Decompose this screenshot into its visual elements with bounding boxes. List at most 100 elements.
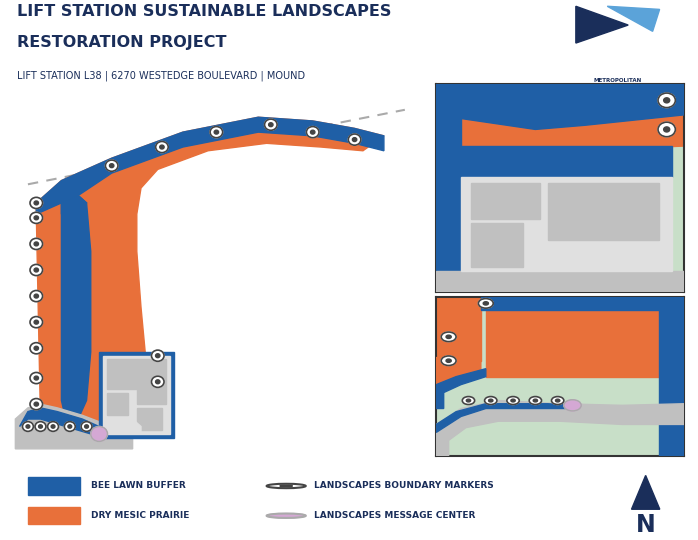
Polygon shape xyxy=(486,297,684,377)
Circle shape xyxy=(64,422,75,431)
Circle shape xyxy=(267,514,306,518)
Polygon shape xyxy=(15,404,133,449)
Circle shape xyxy=(466,399,470,402)
Polygon shape xyxy=(61,195,91,419)
Circle shape xyxy=(34,402,38,406)
Polygon shape xyxy=(576,6,628,43)
Circle shape xyxy=(30,197,43,208)
Circle shape xyxy=(265,119,277,130)
Circle shape xyxy=(306,126,319,138)
Circle shape xyxy=(214,130,218,134)
Circle shape xyxy=(47,422,59,431)
Text: C O U N C I L: C O U N C I L xyxy=(602,91,633,97)
Polygon shape xyxy=(436,146,473,292)
Circle shape xyxy=(441,356,456,366)
Circle shape xyxy=(30,265,43,275)
Polygon shape xyxy=(461,177,671,271)
Circle shape xyxy=(68,425,72,428)
Circle shape xyxy=(280,485,292,487)
Polygon shape xyxy=(107,360,137,389)
Circle shape xyxy=(446,359,451,362)
Polygon shape xyxy=(436,297,481,361)
Polygon shape xyxy=(103,356,170,434)
Polygon shape xyxy=(436,357,481,384)
Circle shape xyxy=(483,302,489,305)
Circle shape xyxy=(91,427,107,441)
Circle shape xyxy=(105,160,118,171)
Polygon shape xyxy=(36,117,384,214)
Circle shape xyxy=(267,484,306,488)
Circle shape xyxy=(30,373,43,383)
Circle shape xyxy=(34,201,38,205)
Circle shape xyxy=(551,396,564,404)
Circle shape xyxy=(658,93,676,107)
Circle shape xyxy=(664,127,669,132)
Polygon shape xyxy=(436,84,684,130)
Circle shape xyxy=(151,376,164,387)
Polygon shape xyxy=(481,297,659,310)
Text: LIFT STATION L38 | 6270 WESTEDGE BOULEVARD | MOUND: LIFT STATION L38 | 6270 WESTEDGE BOULEVA… xyxy=(17,71,306,81)
Circle shape xyxy=(658,122,676,137)
Circle shape xyxy=(30,238,43,249)
Circle shape xyxy=(35,422,46,431)
Circle shape xyxy=(30,316,43,328)
Circle shape xyxy=(34,294,38,298)
Circle shape xyxy=(489,399,493,402)
Circle shape xyxy=(84,425,89,428)
Circle shape xyxy=(110,164,114,167)
Circle shape xyxy=(34,242,38,246)
Polygon shape xyxy=(137,360,166,404)
Circle shape xyxy=(34,346,38,350)
Circle shape xyxy=(311,130,315,134)
Circle shape xyxy=(210,126,223,138)
Circle shape xyxy=(151,350,164,361)
Circle shape xyxy=(81,422,92,431)
Circle shape xyxy=(507,396,519,404)
Circle shape xyxy=(30,212,43,224)
Polygon shape xyxy=(436,401,684,456)
FancyBboxPatch shape xyxy=(28,507,80,524)
Polygon shape xyxy=(36,117,384,437)
Text: DRY MESIC PRAIRIE: DRY MESIC PRAIRIE xyxy=(91,511,189,520)
Circle shape xyxy=(462,396,475,404)
Polygon shape xyxy=(461,146,671,177)
Circle shape xyxy=(34,268,38,272)
FancyBboxPatch shape xyxy=(28,477,80,495)
Polygon shape xyxy=(471,223,523,267)
Polygon shape xyxy=(632,475,660,509)
Text: RESTORATION PROJECT: RESTORATION PROJECT xyxy=(17,35,227,50)
Text: BEE LAWN BUFFER: BEE LAWN BUFFER xyxy=(91,482,186,490)
Polygon shape xyxy=(436,84,461,292)
Circle shape xyxy=(34,376,38,380)
Polygon shape xyxy=(20,408,99,434)
Circle shape xyxy=(446,335,451,339)
Circle shape xyxy=(511,399,515,402)
Circle shape xyxy=(156,141,168,153)
Circle shape xyxy=(30,399,43,410)
Circle shape xyxy=(484,396,497,404)
Polygon shape xyxy=(61,195,87,214)
Circle shape xyxy=(533,399,537,402)
Circle shape xyxy=(160,145,164,149)
Polygon shape xyxy=(107,393,128,415)
Polygon shape xyxy=(436,404,572,433)
Polygon shape xyxy=(436,84,684,157)
Circle shape xyxy=(564,400,581,411)
Circle shape xyxy=(556,399,560,402)
Polygon shape xyxy=(659,297,684,456)
Circle shape xyxy=(30,343,43,354)
Polygon shape xyxy=(99,352,174,437)
Circle shape xyxy=(529,396,542,404)
Polygon shape xyxy=(548,184,659,240)
Polygon shape xyxy=(607,6,660,31)
Circle shape xyxy=(269,123,273,127)
Circle shape xyxy=(478,299,493,308)
Circle shape xyxy=(51,425,55,428)
Circle shape xyxy=(664,98,669,103)
Polygon shape xyxy=(471,184,540,219)
Circle shape xyxy=(156,380,160,384)
Circle shape xyxy=(441,332,456,342)
Polygon shape xyxy=(137,408,162,430)
Text: LANDSCAPES BOUNDARY MARKERS: LANDSCAPES BOUNDARY MARKERS xyxy=(314,482,494,490)
Circle shape xyxy=(34,216,38,220)
